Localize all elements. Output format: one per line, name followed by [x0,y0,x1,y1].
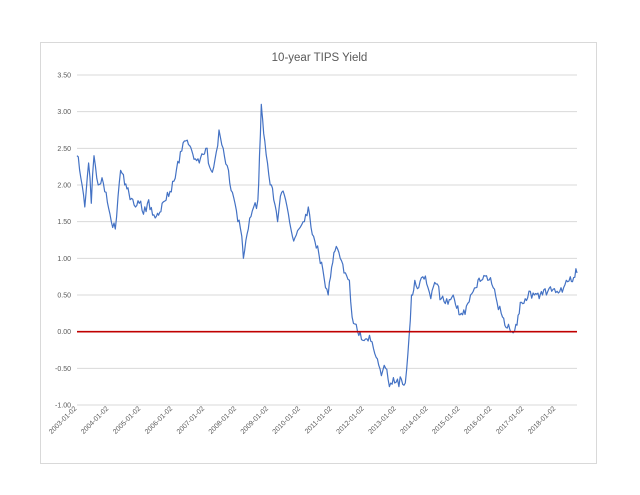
x-tick-label: 2004-01-02 [80,405,110,435]
x-tick-label: 2018-01-02 [527,405,557,435]
y-tick-label: -0.50 [55,366,71,373]
tips-yield-chart: 10-year TIPS Yield 3.50 3.00 2.50 2.00 1.50 1… [48,52,578,436]
x-tick-label: 2006-01-02 [144,405,174,435]
y-tick-label: 2.50 [57,146,71,153]
y-tick-label: 0.50 [57,293,71,300]
chart-title: 10-year TIPS Yield [272,52,368,64]
x-tick-label: 2005-01-02 [112,405,142,435]
x-tick-label: 2008-01-02 [208,405,238,435]
series-layer [76,103,578,388]
x-tick-label: 2017-01-02 [495,405,525,435]
x-tick-label: 2009-01-02 [240,405,270,435]
tips-yield-series-line [76,103,578,388]
y-axis-ticks: 3.50 3.00 2.50 2.00 1.50 1.00 0.50 0.00 -0.50 -1.… [55,73,71,410]
y-tick-label: 1.50 [57,219,71,226]
y-tick-label: 1.00 [57,256,71,263]
x-tick-label: 2010-01-02 [272,405,302,435]
x-tick-label: 2013-01-02 [367,405,397,435]
gridlines [77,74,577,406]
x-tick-label: 2007-01-02 [176,405,206,435]
x-tick-label: 2015-01-02 [431,405,461,435]
y-tick-label: 3.50 [57,73,71,80]
y-tick-label: 2.00 [57,183,71,190]
chart-area: 10-year TIPS Yield 3.50 3.00 2.50 2.00 1.50 1… [40,42,597,464]
y-tick-label: 3.00 [57,109,71,116]
x-tick-label: 2016-01-02 [463,405,493,435]
x-tick-label: 2011-01-02 [304,405,334,435]
y-tick-label: -1.00 [55,403,71,410]
y-tick-label: 0.00 [57,329,71,336]
x-tick-label: 2012-01-02 [335,405,365,435]
x-tick-label: 2003-01-02 [48,405,78,435]
x-axis-ticks: 2003-01-02 2004-01-02 2005-01-02 2006-01-02… [48,405,557,435]
x-tick-label: 2014-01-02 [399,405,429,435]
